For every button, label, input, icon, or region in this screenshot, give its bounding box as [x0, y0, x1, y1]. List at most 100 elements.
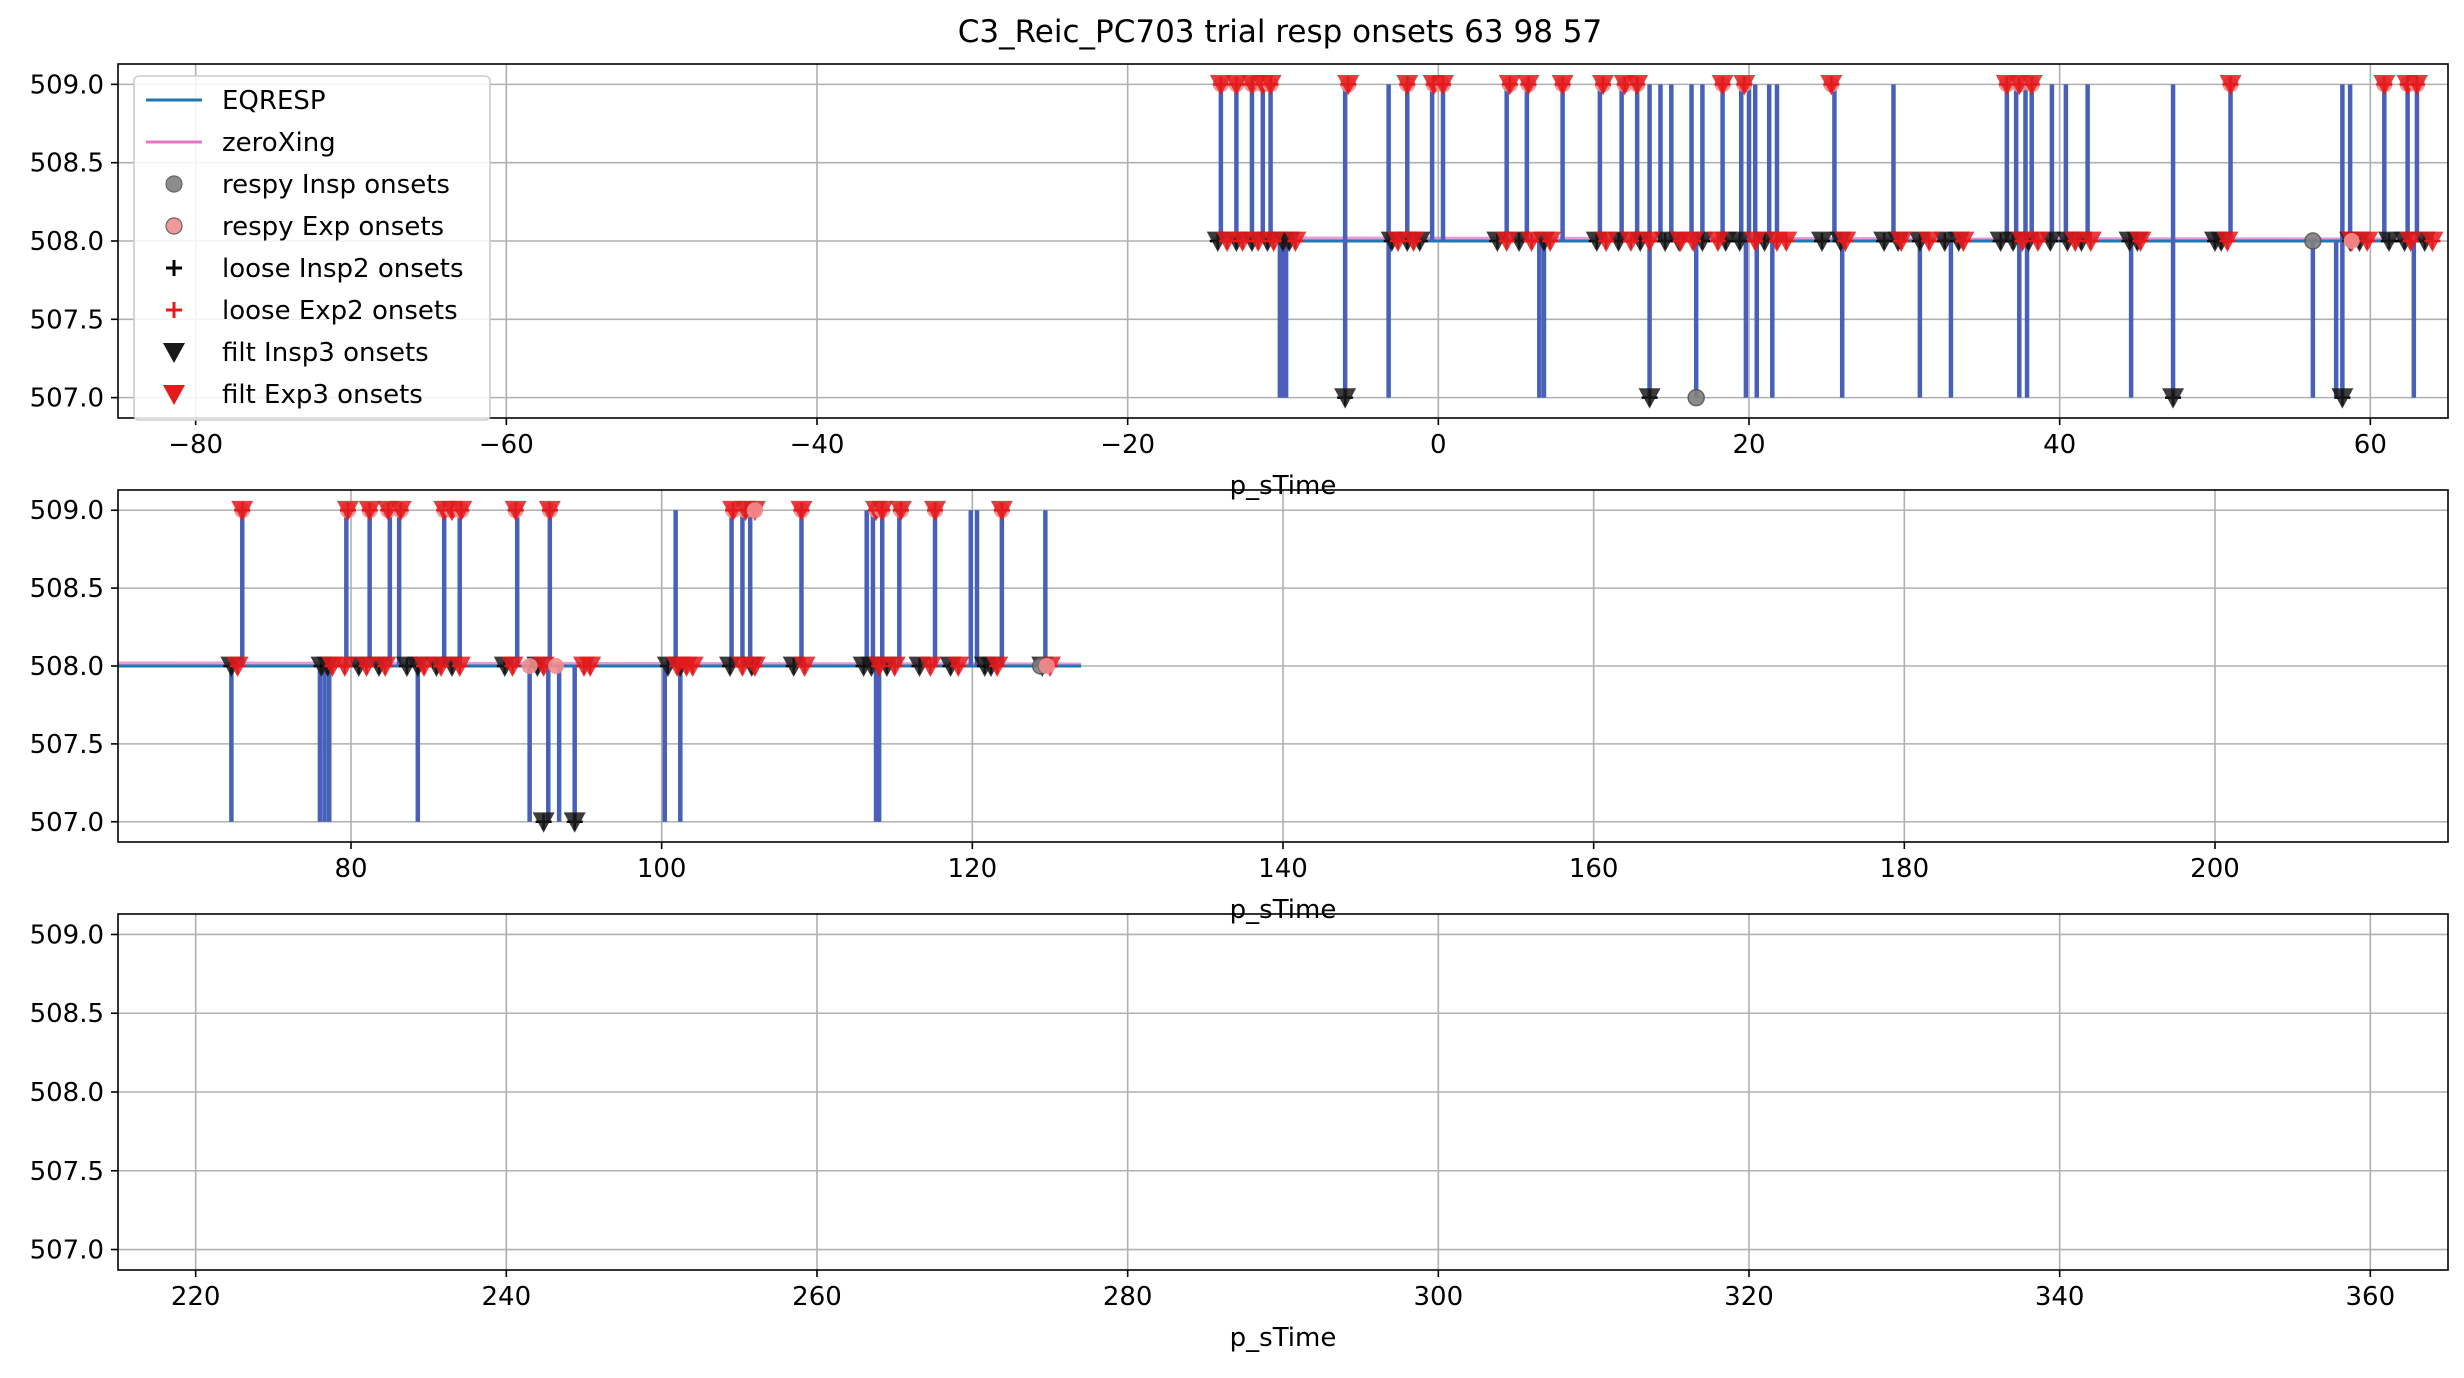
x-tick-label: 200 [2190, 854, 2240, 884]
filt-exp3-onset [1591, 75, 1614, 96]
filt-exp3-onset [538, 500, 561, 522]
y-tick-label: 508.0 [30, 652, 104, 682]
panel-1: −80 −60 −40 −20 0 20 40 60 507.0 507.5 508.0 508.5 5… [30, 63, 2449, 501]
respy-exp-onset [2343, 233, 2360, 249]
filt-insp3-onset [1873, 231, 1896, 252]
y-tick-label: 507.5 [30, 1157, 104, 1187]
filt-exp3-onset [1595, 231, 1618, 252]
respy-insp-onset [2304, 232, 2322, 250]
filt-exp3-onset [1682, 231, 1705, 252]
filt-exp3-onset [1225, 75, 1248, 96]
filt-exp3-onset [1209, 75, 1232, 96]
filt-exp3-onset [1775, 231, 1798, 252]
filt-exp3-onset [681, 656, 704, 677]
legend-label: filt Exp3 onsets [222, 380, 423, 410]
x-tick-label: 240 [482, 1282, 532, 1312]
filt-insp3-onset [1638, 388, 1661, 409]
y-tick-label: 507.5 [30, 305, 104, 335]
legend-label: loose Exp2 onsets [222, 296, 458, 326]
x-tick-label: 260 [792, 1282, 842, 1312]
filt-exp3-onset [2129, 231, 2152, 252]
filt-exp3-onset [2219, 75, 2242, 96]
filt-exp3-onset [448, 656, 471, 677]
filt-exp3-onset [2020, 75, 2043, 96]
filt-exp3-onset [358, 500, 381, 522]
filt-exp3-onset [1733, 75, 1756, 96]
filt-insp3-onset [1728, 231, 1751, 252]
legend-item: zeroXing [146, 128, 336, 158]
x-tick-label: 220 [171, 1282, 221, 1312]
chart-panels: −80 −60 −40 −20 0 20 40 60 507.0 507.5 508.0 508.5 5… [30, 63, 2449, 1353]
y-tick-label: 507.5 [30, 730, 104, 760]
filt-exp3-onset [1638, 231, 1661, 252]
filt-exp3-onset [231, 500, 254, 522]
filt-insp3-onset [2331, 388, 2354, 409]
respy-insp-onset [1687, 388, 1705, 407]
y-tick-label: 508.0 [30, 227, 104, 257]
legend-circle-icon [165, 175, 183, 193]
filt-exp3-onset [743, 656, 766, 677]
grid [118, 914, 2448, 1270]
filt-exp3-onset [333, 656, 356, 677]
data-layer [1206, 75, 2444, 409]
x-tick-label: 120 [948, 854, 998, 884]
x-tick-label: 360 [2346, 1282, 2396, 1312]
x-tick-label: 80 [334, 854, 367, 884]
filt-exp3-onset [889, 500, 912, 522]
legend-item: filt Exp3 onsets [163, 380, 423, 410]
respy-exp-onset [548, 658, 565, 674]
filt-insp3-onset [1334, 388, 1357, 409]
x-tick-label: 140 [1258, 854, 1308, 884]
legend-circle-icon [165, 217, 183, 235]
x-tick-label: 160 [1569, 854, 1619, 884]
filt-exp3-onset [2011, 231, 2034, 252]
x-tick-label: 20 [1732, 430, 1765, 460]
x-tick-label: 280 [1103, 1282, 1153, 1312]
filt-exp3-onset [2405, 75, 2428, 96]
y-tick-label: 507.0 [30, 808, 104, 838]
x-tick-label: −80 [168, 430, 223, 460]
filt-exp3-onset [504, 500, 527, 522]
filt-exp3-onset [1711, 75, 1734, 96]
legend-label: respy Insp onsets [222, 170, 450, 200]
filt-exp3-onset [1231, 231, 1254, 252]
filt-exp3-onset [1918, 231, 1941, 252]
x-tick-label: −40 [790, 430, 845, 460]
legend: EQRESP zeroXing respy Insp onsets respy Exp… [133, 75, 491, 421]
filt-exp3-onset [1834, 231, 1857, 252]
filt-exp3-onset [1284, 231, 1307, 252]
legend-item: loose Insp2 onsets [166, 254, 464, 284]
y-tick-label: 508.0 [30, 1078, 104, 1108]
filt-exp3-onset [1539, 231, 1562, 252]
filt-exp3-onset [1706, 231, 1729, 252]
filt-exp3-onset [1498, 75, 1521, 96]
y-tick-label: 508.5 [30, 999, 104, 1029]
filt-exp3-onset [2079, 231, 2102, 252]
y-tick-label: 507.0 [30, 1236, 104, 1266]
filt-exp3-onset [1820, 75, 1843, 96]
x-tick-label: 340 [2035, 1282, 2085, 1312]
filt-exp3-onset [501, 656, 524, 677]
filt-insp3-onset [2162, 388, 2185, 409]
filt-insp3-onset [1933, 231, 1956, 252]
respy-exp-onset [521, 658, 538, 674]
legend-label: respy Exp onsets [222, 212, 444, 242]
legend-item: respy Exp onsets [165, 212, 444, 242]
y-tick-label: 507.0 [30, 384, 104, 414]
legend-label: EQRESP [222, 86, 326, 116]
y-tick-label: 509.0 [30, 70, 104, 100]
x-tick-label: 300 [1414, 1282, 1464, 1312]
filt-exp3-onset [2064, 231, 2087, 252]
filt-exp3-onset [374, 656, 397, 677]
filt-exp3-onset [1520, 231, 1543, 252]
x-axis-label: p_sTime [1230, 895, 1337, 925]
filt-exp3-onset [793, 656, 816, 677]
legend-label: loose Insp2 onsets [222, 254, 464, 284]
filt-exp3-onset [1386, 231, 1409, 252]
filt-insp3-onset [1811, 231, 1834, 252]
legend-triangle-icon [163, 343, 185, 363]
filt-exp3-onset [919, 656, 942, 677]
x-tick-label: 0 [1430, 430, 1447, 460]
filt-exp3-onset [990, 500, 1013, 522]
